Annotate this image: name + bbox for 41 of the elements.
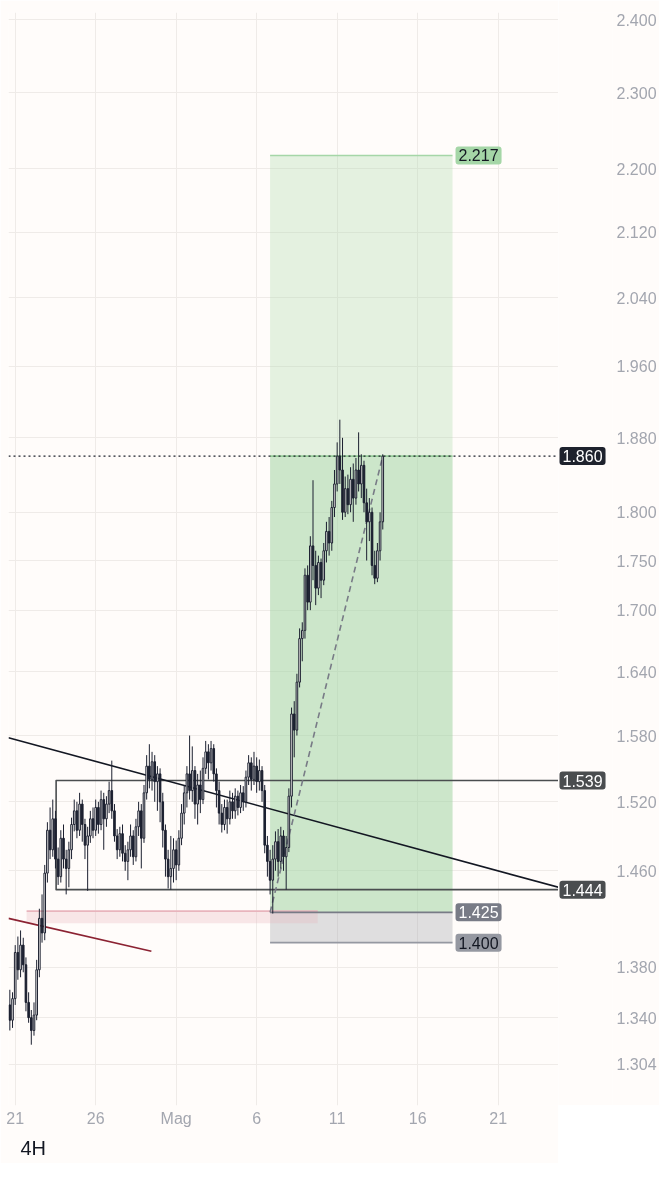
candlestick xyxy=(94,799,97,837)
y-tick-label: 1.460 xyxy=(616,862,657,880)
candlestick xyxy=(118,826,122,858)
candlestick xyxy=(148,743,151,789)
text: 4H xyxy=(20,1136,47,1159)
y-tick-label: 1.580 xyxy=(616,727,657,745)
candlestick xyxy=(250,756,253,792)
y-tick-label: 1.960 xyxy=(616,358,657,376)
y-tick-label: 2.300 xyxy=(616,84,657,102)
y-tick-label: 1.880 xyxy=(616,429,657,447)
candlestick xyxy=(223,799,226,831)
data-label: 1.425 xyxy=(458,904,499,922)
x-tick-label: 11 xyxy=(328,1109,346,1127)
candlestick xyxy=(207,743,210,780)
candlestick xyxy=(231,792,234,820)
y-tick-label: 2.040 xyxy=(616,289,657,307)
x-tick-label: 16 xyxy=(408,1109,427,1127)
y-tick-label: 2.200 xyxy=(616,160,657,178)
candlestick xyxy=(169,835,173,891)
y-tick-label: 1.304 xyxy=(616,1056,657,1074)
candlestick xyxy=(255,756,258,794)
data-label: 1.539 xyxy=(562,772,603,790)
x-tick-label: 6 xyxy=(252,1109,262,1127)
y-tick-label: 1.640 xyxy=(616,663,657,681)
candlestick xyxy=(239,784,242,814)
y-tick-label: 2.400 xyxy=(616,11,657,29)
x-tick-label: 21 xyxy=(489,1109,508,1127)
data-label: 2.217 xyxy=(458,147,499,165)
data-label: 1.400 xyxy=(458,934,499,952)
y-tick-label: 1.700 xyxy=(616,602,657,620)
y-tick-label: 1.380 xyxy=(616,959,657,977)
y-tick-label: 1.800 xyxy=(616,504,657,522)
y-tick-label: 1.340 xyxy=(616,1009,657,1027)
x-tick-label: 26 xyxy=(86,1109,105,1127)
data-label: 1.444 xyxy=(562,881,603,899)
ref-line-label: 1.860 xyxy=(562,448,603,466)
y-tick-label: 1.520 xyxy=(616,793,657,811)
x-tick-label: 21 xyxy=(6,1109,25,1127)
x-tick-label: Mag xyxy=(160,1109,192,1127)
y-tick-label: 2.120 xyxy=(616,224,657,242)
y-tick-label: 1.750 xyxy=(616,552,657,570)
